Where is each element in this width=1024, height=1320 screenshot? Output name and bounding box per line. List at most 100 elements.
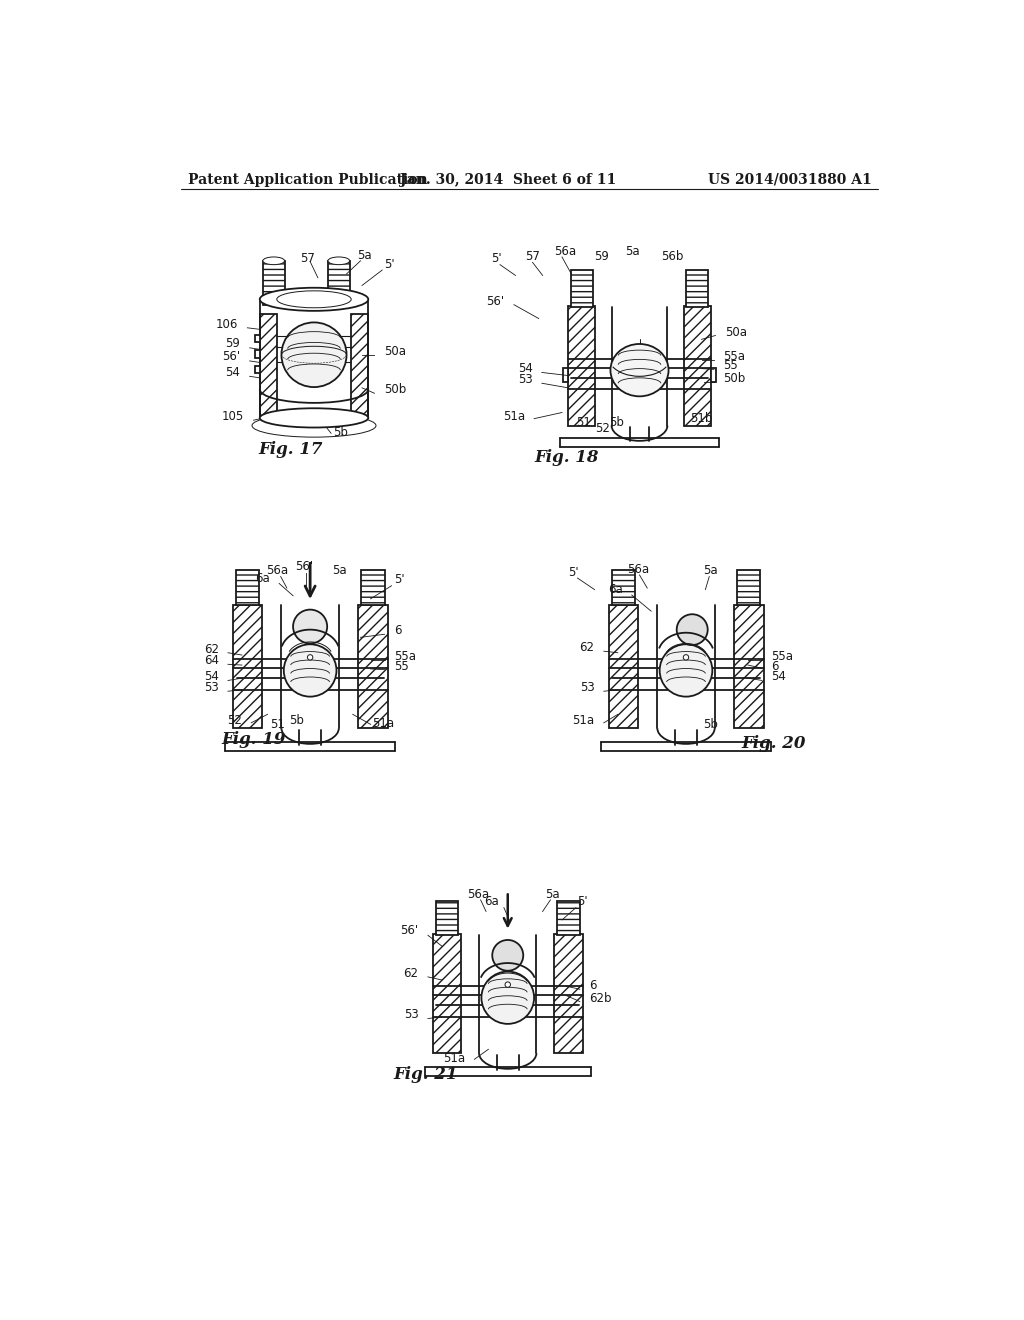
- Text: 5': 5': [384, 257, 394, 271]
- Text: 5b: 5b: [609, 416, 624, 429]
- Bar: [328, 261, 349, 305]
- Text: 55: 55: [394, 660, 409, 673]
- Bar: [432, 933, 461, 1053]
- Text: Fig. 18: Fig. 18: [535, 449, 599, 466]
- Bar: [351, 314, 369, 418]
- Text: 5b: 5b: [289, 714, 303, 727]
- Bar: [686, 271, 709, 308]
- Text: 51a: 51a: [443, 1052, 465, 1065]
- Text: 55a: 55a: [394, 651, 416, 664]
- Text: 52: 52: [227, 714, 242, 727]
- Text: 54: 54: [771, 671, 786, 684]
- Circle shape: [307, 655, 313, 660]
- Text: 56a: 56a: [554, 244, 577, 257]
- Circle shape: [493, 940, 523, 970]
- Text: US 2014/0031880 A1: US 2014/0031880 A1: [709, 173, 872, 187]
- Circle shape: [284, 644, 337, 697]
- Ellipse shape: [252, 414, 376, 437]
- Text: 50a: 50a: [384, 345, 406, 358]
- Text: 6: 6: [394, 624, 401, 638]
- Bar: [557, 900, 580, 935]
- Text: 54: 54: [518, 363, 532, 375]
- Text: 54: 54: [204, 671, 219, 684]
- Circle shape: [677, 614, 708, 645]
- Text: 5': 5': [578, 895, 588, 908]
- Text: Fig. 21: Fig. 21: [393, 1067, 458, 1084]
- Text: 64: 64: [204, 655, 219, 668]
- Text: 53: 53: [204, 681, 219, 694]
- Text: Fig. 20: Fig. 20: [741, 735, 806, 752]
- Ellipse shape: [328, 257, 349, 264]
- Ellipse shape: [263, 257, 285, 264]
- Text: 56b: 56b: [662, 249, 684, 263]
- Text: 51: 51: [270, 718, 285, 731]
- Text: 53: 53: [580, 681, 595, 694]
- Text: 6: 6: [771, 660, 778, 673]
- Text: 51a: 51a: [372, 717, 394, 730]
- Text: 62: 62: [580, 642, 595, 655]
- Text: 5a: 5a: [626, 244, 640, 257]
- Text: Fig. 17: Fig. 17: [258, 441, 323, 458]
- Bar: [236, 570, 259, 605]
- Text: 62: 62: [204, 643, 219, 656]
- Ellipse shape: [260, 288, 369, 312]
- Text: Patent Application Publication: Patent Application Publication: [188, 173, 428, 187]
- Text: 56': 56': [485, 294, 504, 308]
- Text: 5b: 5b: [334, 425, 348, 438]
- Circle shape: [293, 610, 328, 644]
- Bar: [255, 350, 260, 358]
- Text: 56': 56': [295, 561, 313, 573]
- Bar: [684, 306, 711, 425]
- Text: 5': 5': [490, 252, 502, 265]
- Bar: [255, 366, 260, 374]
- Bar: [554, 933, 583, 1053]
- Text: 56a: 56a: [627, 562, 649, 576]
- Text: Fig. 19: Fig. 19: [221, 731, 286, 748]
- Text: 51b: 51b: [690, 412, 713, 425]
- Text: Jan. 30, 2014  Sheet 6 of 11: Jan. 30, 2014 Sheet 6 of 11: [399, 173, 615, 187]
- Text: 5': 5': [394, 573, 404, 586]
- Text: 55a: 55a: [723, 350, 745, 363]
- Text: 5': 5': [568, 566, 579, 578]
- Ellipse shape: [260, 408, 369, 428]
- Text: 105: 105: [222, 411, 245, 424]
- Text: 59: 59: [225, 337, 241, 350]
- Circle shape: [282, 322, 346, 387]
- Text: 55: 55: [723, 359, 738, 372]
- Bar: [611, 570, 635, 605]
- Bar: [255, 335, 260, 342]
- Bar: [232, 605, 262, 729]
- Bar: [711, 368, 716, 381]
- Text: 6a: 6a: [607, 583, 623, 597]
- Text: 5b: 5b: [703, 718, 718, 731]
- Bar: [263, 261, 285, 305]
- Text: 52: 52: [595, 422, 609, 434]
- Text: 53: 53: [403, 1008, 419, 1022]
- Text: 56': 56': [400, 924, 419, 937]
- Bar: [358, 605, 388, 729]
- Bar: [570, 271, 593, 308]
- Text: 5a: 5a: [356, 248, 372, 261]
- Circle shape: [505, 982, 510, 987]
- Text: 55a: 55a: [771, 651, 794, 664]
- Text: 56a: 56a: [266, 564, 289, 577]
- Circle shape: [659, 644, 713, 697]
- Ellipse shape: [276, 290, 351, 308]
- Text: 50b: 50b: [723, 372, 745, 384]
- Text: 51a: 51a: [503, 411, 524, 424]
- Bar: [608, 605, 638, 729]
- Text: 54: 54: [225, 366, 241, 379]
- Bar: [568, 306, 595, 425]
- Text: 5a: 5a: [703, 564, 718, 577]
- Text: 51a: 51a: [572, 714, 595, 727]
- Bar: [435, 900, 458, 935]
- Text: 50b: 50b: [384, 383, 406, 396]
- Text: 57: 57: [524, 249, 540, 263]
- Text: 106: 106: [216, 318, 238, 331]
- Text: 56a: 56a: [467, 887, 489, 900]
- Text: 5a: 5a: [332, 564, 346, 577]
- Bar: [737, 570, 761, 605]
- Text: 6: 6: [589, 979, 597, 993]
- Text: 51: 51: [577, 416, 591, 429]
- Circle shape: [683, 655, 689, 660]
